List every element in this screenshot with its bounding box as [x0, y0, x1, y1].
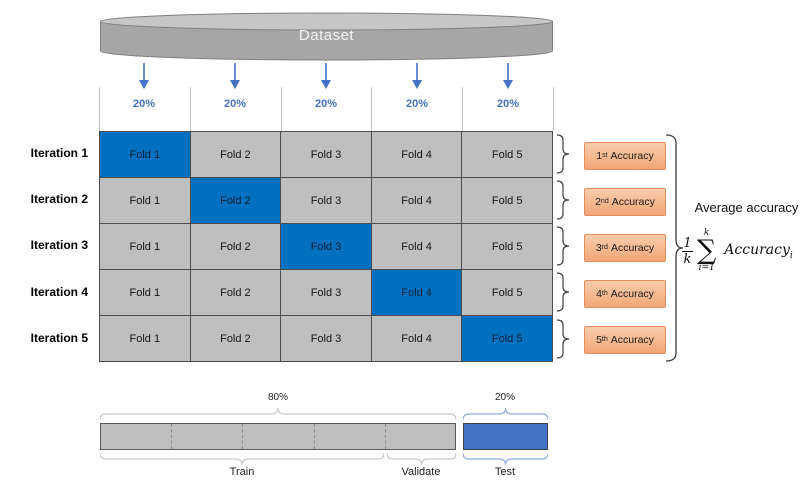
down-arrow-icon: [412, 63, 422, 89]
train-top-brace-icon: [100, 407, 456, 421]
fold-cell: Fold 5: [462, 178, 552, 223]
train-bottom-brace-icon: [100, 452, 384, 466]
row-brace-icon: [556, 180, 570, 220]
fold-divider: [242, 424, 243, 449]
test-percent-label: 20%: [494, 392, 515, 403]
formula-term: Accuracyi: [724, 241, 793, 261]
fold-cell-test: Fold 2: [190, 178, 281, 223]
validate-bottom-brace-icon: [387, 452, 456, 466]
fold-divider: [171, 424, 172, 449]
test-bottom-brace-icon: [463, 452, 548, 466]
down-arrow-icon: [503, 63, 513, 89]
fold-cell: Fold 3: [281, 178, 371, 223]
dataset-label: Dataset: [298, 27, 355, 44]
fold-cell-test: Fold 1: [100, 132, 190, 177]
split-percent-label: 20%: [405, 98, 429, 110]
down-arrow-icon: [230, 63, 240, 89]
fold-cell: Fold 2: [190, 316, 281, 361]
row-brace-icon: [556, 134, 570, 174]
dataset-cylinder-icon: [100, 12, 553, 61]
fold-cell-test: Fold 5: [462, 316, 552, 361]
iteration-label: Iteration 1: [30, 146, 88, 160]
train-percent-label: 80%: [267, 392, 288, 403]
column-separator: [281, 87, 282, 131]
fold-cell: Fold 1: [100, 178, 190, 223]
fold-cell-test: Fold 4: [371, 270, 462, 315]
fold-cell: Fold 4: [371, 132, 462, 177]
fold-cell: Fold 4: [371, 178, 462, 223]
down-arrow-icon: [321, 63, 331, 89]
row-brace-icon: [556, 226, 570, 266]
fold-cell: Fold 2: [190, 224, 281, 269]
folds-grid: Fold 1 Fold 2 Fold 3 Fold 4 Fold 5 Fold …: [99, 131, 553, 362]
fold-cell: Fold 4: [371, 224, 462, 269]
column-separator: [553, 87, 554, 131]
test-bar: [463, 423, 548, 450]
fold-cell: Fold 2: [190, 270, 281, 315]
fold-cell: Fold 5: [462, 224, 552, 269]
split-percent-label: 20%: [132, 98, 156, 110]
fold-cell: Fold 3: [281, 270, 371, 315]
iteration-label: Iteration 5: [30, 331, 88, 345]
validate-label: Validate: [401, 466, 441, 478]
fold-cell: Fold 2: [190, 132, 281, 177]
row-brace-icon: [556, 319, 570, 359]
fold-cell: Fold 3: [281, 316, 371, 361]
split-percent-label: 20%: [223, 98, 247, 110]
row-brace-icon: [556, 272, 570, 312]
split-percent-label: 20%: [314, 98, 338, 110]
fold-cell: Fold 1: [100, 270, 190, 315]
average-accuracy-label: Average accuracy: [694, 200, 799, 215]
column-separator: [371, 87, 372, 131]
column-separator: [190, 87, 191, 131]
fold-cell: Fold 5: [462, 270, 552, 315]
fold-cell: Fold 1: [100, 224, 190, 269]
test-label: Test: [494, 466, 516, 478]
down-arrow-icon: [139, 63, 149, 89]
column-separator: [99, 87, 100, 131]
aggregate-brace-icon: [665, 134, 684, 362]
fold-cell: Fold 1: [100, 316, 190, 361]
fold-divider: [314, 424, 315, 449]
column-separator: [462, 87, 463, 131]
iteration-label: Iteration 4: [30, 285, 88, 299]
train-validate-bar: [100, 423, 456, 450]
split-percent-label: 20%: [496, 98, 520, 110]
iteration-label: Iteration 2: [30, 192, 88, 206]
fold-cell: Fold 5: [462, 132, 552, 177]
fold-cell-test: Fold 3: [281, 224, 371, 269]
fold-cell: Fold 4: [371, 316, 462, 361]
fold-cell: Fold 3: [281, 132, 371, 177]
train-label: Train: [229, 466, 255, 478]
fold-divider: [385, 424, 386, 449]
test-top-brace-icon: [463, 407, 548, 421]
iteration-label: Iteration 3: [30, 238, 88, 252]
formula-sum-icon: k ∑ i=1: [697, 228, 717, 273]
